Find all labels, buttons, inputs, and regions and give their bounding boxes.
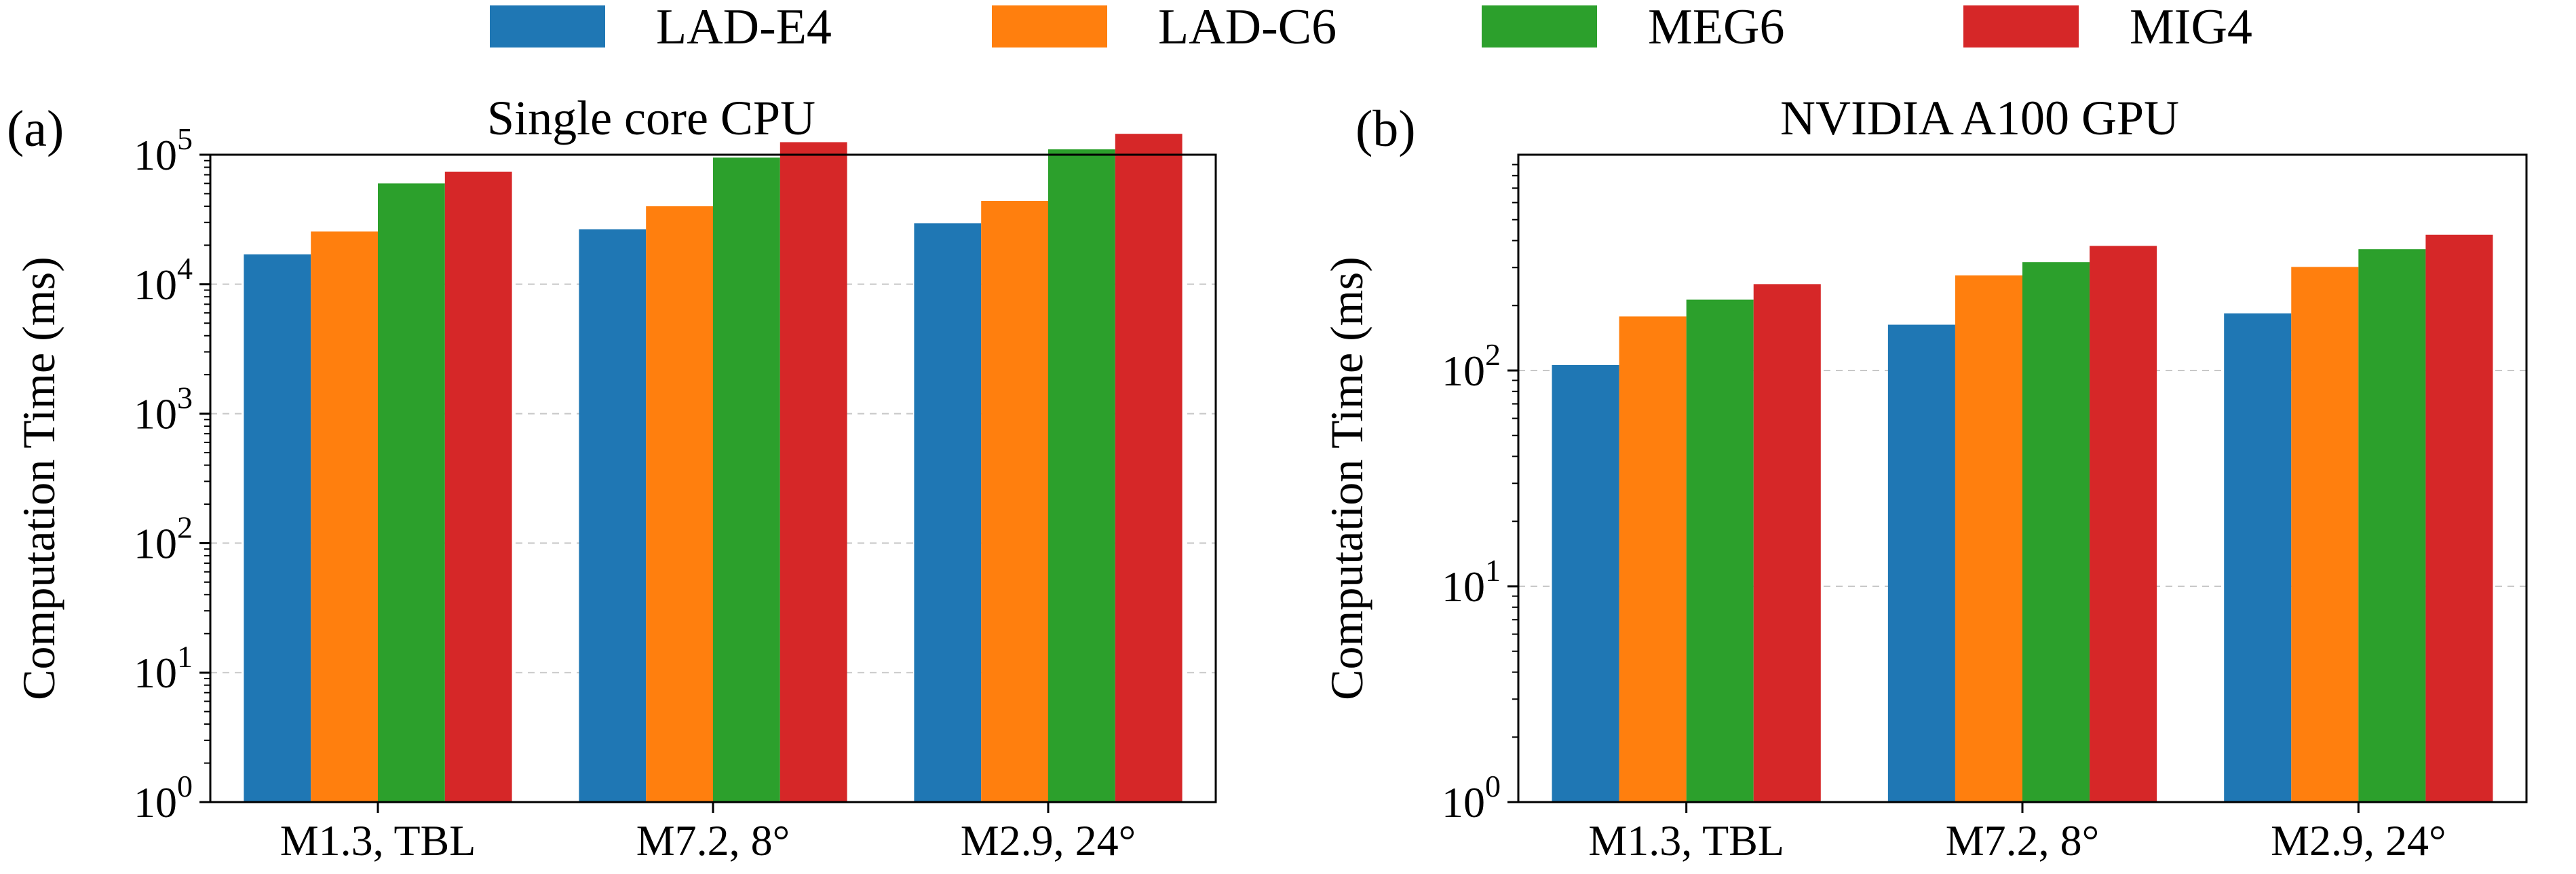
bar-lad-e4	[244, 254, 311, 803]
panel-title: NVIDIA A100 GPU	[1780, 91, 2179, 145]
y-tick-label: 101	[134, 639, 193, 697]
bar-lad-c6	[981, 201, 1048, 802]
y-tick-label: 105	[134, 121, 193, 179]
x-tick-label: M1.3, TBL	[1588, 816, 1784, 864]
panel-letter: (a)	[7, 100, 64, 157]
legend-swatch	[490, 5, 605, 48]
legend: LAD-E4 LAD-C6 MEG6 MIG4	[490, 0, 2252, 55]
panel-title: Single core CPU	[487, 91, 815, 145]
legend-label: LAD-C6	[1158, 0, 1337, 55]
bar-mig4	[1753, 284, 1821, 802]
y-tick-label: 100	[134, 769, 193, 826]
bar-mig4	[780, 142, 847, 802]
x-tick-label: M2.9, 24°	[2271, 816, 2446, 864]
legend-label: LAD-E4	[656, 0, 832, 55]
panel-b: 100 101 102 M1.3, TBL M7.2, 8° M2.9, 24° Compu…	[1321, 91, 2528, 864]
panel-letter: (b)	[1356, 100, 1416, 157]
x-tick-label: M7.2, 8°	[1946, 816, 2100, 864]
bar-lad-c6	[2291, 267, 2359, 802]
y-tick-label: 104	[134, 251, 193, 309]
x-tick-label: M2.9, 24°	[961, 816, 1136, 864]
x-tick-label: M7.2, 8°	[636, 816, 790, 864]
bar-lad-c6	[1619, 316, 1687, 802]
legend-label: MIG4	[2130, 0, 2252, 55]
y-axis-title: Computation Time (ms)	[13, 256, 64, 700]
y-tick-label: 102	[134, 510, 193, 567]
bar-meg6	[1048, 149, 1115, 802]
panel-a: 100 101 102 103 104 105 M1.3, TBL M7.2, 8° M2.9,…	[7, 91, 1217, 864]
legend-swatch	[1482, 5, 1597, 48]
y-tick-label: 103	[134, 381, 193, 438]
bar-lad-c6	[1955, 275, 2022, 803]
y-tick-label: 101	[1442, 553, 1501, 611]
legend-swatch	[1963, 5, 2079, 48]
bar-meg6	[1686, 299, 1754, 802]
bar-meg6	[713, 157, 780, 802]
bar-meg6	[378, 183, 445, 802]
x-tick-label: M1.3, TBL	[280, 816, 476, 864]
bar-mig4	[444, 171, 512, 803]
bar-mig4	[2425, 234, 2493, 802]
y-axis-title: Computation Time (ms)	[1321, 256, 1372, 700]
y-tick-label: 100	[1442, 769, 1501, 826]
bar-lad-e4	[914, 223, 982, 802]
bar-lad-e4	[2224, 313, 2292, 802]
bar-lad-e4	[1552, 364, 1619, 802]
bar-meg6	[2358, 249, 2426, 802]
bar-lad-e4	[1887, 324, 1955, 802]
bar-meg6	[2022, 262, 2090, 803]
bar-mig4	[1115, 134, 1183, 802]
legend-label: MEG6	[1648, 0, 1784, 55]
bar-lad-c6	[646, 206, 713, 802]
y-tick-label: 102	[1442, 337, 1501, 395]
legend-swatch	[992, 5, 1107, 48]
bar-lad-e4	[579, 229, 647, 802]
bar-lad-c6	[311, 231, 378, 802]
bar-mig4	[2090, 246, 2157, 802]
